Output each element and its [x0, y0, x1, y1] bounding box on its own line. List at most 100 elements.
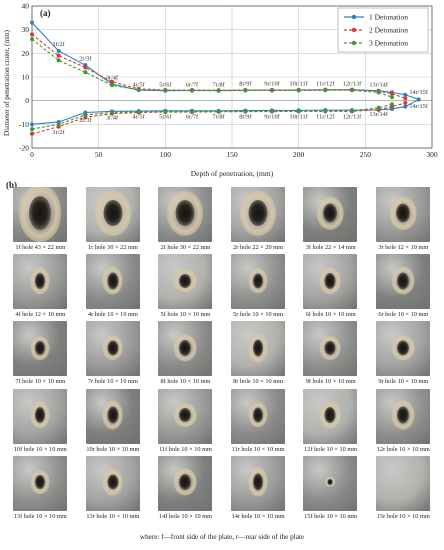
- penetration-hole: [252, 407, 263, 423]
- y-tick-label: 0: [25, 96, 29, 105]
- hole-photo: [376, 388, 430, 444]
- hole-caption: 7r hole 10 × 10 mm: [87, 378, 138, 386]
- hole-photo: [158, 321, 213, 377]
- data-point: [83, 65, 88, 70]
- hole-photo-cell: 12f hole 10 × 10 mm: [294, 388, 367, 456]
- legend-marker: [351, 40, 357, 46]
- crater-annotation: 12r/13f: [343, 113, 362, 120]
- data-point: [403, 92, 408, 97]
- hole-photo: [85, 187, 140, 242]
- x-tick-label: 0: [30, 150, 34, 159]
- penetration-hole: [324, 272, 336, 289]
- y-tick-label: 20: [22, 49, 30, 58]
- hole-photo: [158, 187, 213, 242]
- data-point: [270, 109, 274, 114]
- crater-annotation: 13r/14f: [369, 81, 388, 88]
- crater-annotation: 2r/3f: [79, 117, 92, 124]
- y-tick-label: -20: [19, 144, 29, 153]
- hole-caption: 1f hole 43 × 22 mm: [15, 244, 66, 251]
- crater-annotation: 6r/7f: [186, 81, 199, 88]
- hole-caption: 8f hole 10 × 10 mm: [160, 378, 211, 386]
- hole-photo-cell: 3f hole 22 × 14 mm: [294, 187, 367, 254]
- y-axis-label: Diameter of penetration crater, (mm): [3, 29, 11, 136]
- hole-caption: 10f hole 10 × 10 mm: [13, 445, 67, 453]
- hole-photo-cell: 6r hole 10 × 10 mm: [367, 254, 440, 321]
- data-point: [403, 101, 408, 106]
- data-point: [30, 20, 34, 25]
- data-point: [56, 53, 61, 58]
- penetration-hole: [35, 340, 45, 355]
- penetration-hole: [103, 200, 123, 227]
- hole-caption: 13r hole 10 × 10 mm: [86, 512, 140, 520]
- hole-photo: [376, 455, 430, 511]
- hole-caption: 4r hole 10 × 10 mm: [87, 311, 138, 319]
- hole-photo-cell: 8f hole 10 × 10 mm: [149, 321, 222, 388]
- data-point: [56, 122, 61, 127]
- hole-caption: 4f hole 12 × 10 mm: [15, 311, 66, 319]
- data-point: [390, 102, 394, 107]
- penetration-hole: [179, 273, 192, 288]
- data-point: [163, 109, 168, 114]
- penetration-hole: [397, 406, 409, 424]
- x-tick-label: 150: [226, 150, 238, 159]
- legend-label: 1 Detonation: [369, 13, 408, 22]
- hole-photo: [230, 187, 285, 242]
- hole-photo: [85, 321, 140, 377]
- hole-caption: 2r hole 22 × 20 mm: [233, 244, 284, 251]
- data-point: [243, 109, 248, 114]
- penetration-hole: [175, 200, 195, 227]
- data-point: [110, 79, 114, 84]
- penetration-hole: [179, 407, 192, 422]
- hole-photo: [13, 187, 67, 242]
- hole-photo: [376, 321, 430, 377]
- data-point: [390, 95, 394, 100]
- hole-photo-cell: 13f hole 10 × 10 mm: [4, 455, 77, 523]
- hole-photo-cell: 14r hole 10 × 10 mm: [222, 455, 295, 523]
- data-point: [403, 104, 408, 109]
- data-point: [350, 108, 354, 113]
- hole-photo: [376, 254, 430, 310]
- data-point: [110, 83, 114, 88]
- hole-caption: 9r hole 10 × 10 mm: [378, 378, 429, 386]
- y-tick-label: 10: [22, 73, 30, 82]
- hole-caption: 11r hole 10 × 10 mm: [231, 445, 285, 453]
- data-point: [216, 88, 221, 93]
- x-tick-label: 100: [160, 150, 172, 159]
- data-point: [190, 88, 194, 93]
- penetration-hole: [397, 340, 409, 356]
- hole-caption: 15r hole 10 × 10 mm: [376, 512, 430, 520]
- data-point: [376, 105, 381, 110]
- crater-annotation: 11r/12f: [316, 113, 335, 120]
- crater-annotation: 14r/15f: [409, 89, 428, 96]
- chart-annotations: 1f/2f 2r/3f 3r/4f 4r/5f 5r/6f 6r/7f 7r/8f 8r/9f…: [53, 41, 429, 136]
- hole-caption: 12f hole 10 × 10 mm: [304, 445, 358, 453]
- crater-annotation: 10r/11f: [290, 80, 309, 87]
- hole-photo: [85, 455, 140, 511]
- data-point: [190, 109, 194, 114]
- x-axis-label: Depth of penetration, (mm): [191, 169, 274, 178]
- data-point: [110, 110, 114, 115]
- hole-photo: [230, 321, 285, 377]
- penetration-hole: [252, 339, 263, 357]
- penetration-hole: [29, 196, 51, 231]
- figure-footnote: where: f—front side of the plate, r—rear…: [139, 533, 305, 541]
- data-point: [30, 122, 34, 127]
- hole-caption: 3f hole 22 × 14 mm: [305, 244, 356, 251]
- crater-annotation: 14r/15f: [409, 103, 428, 110]
- data-point: [30, 32, 34, 37]
- hole-photo-cell: 1f hole 43 × 22 mm: [4, 187, 77, 254]
- hole-photo: [13, 321, 67, 377]
- data-point: [350, 88, 354, 93]
- penetration-hole: [179, 339, 192, 356]
- hole-caption: 2f hole 30 × 22 mm: [160, 244, 211, 251]
- hole-photo-cell: 9r hole 10 × 10 mm: [367, 321, 440, 388]
- data-point: [83, 70, 88, 75]
- hole-photo: [303, 321, 358, 377]
- hole-photo: [158, 388, 213, 444]
- penetration-hole: [107, 406, 119, 424]
- hole-photo-cell: 15r hole 10 × 10 mm: [367, 455, 440, 523]
- y-tick-label: 40: [22, 2, 30, 11]
- x-tick-label: 50: [95, 150, 103, 159]
- hole-photo-cell: 11f hole 10 × 10 mm: [149, 388, 222, 456]
- data-point: [216, 109, 221, 114]
